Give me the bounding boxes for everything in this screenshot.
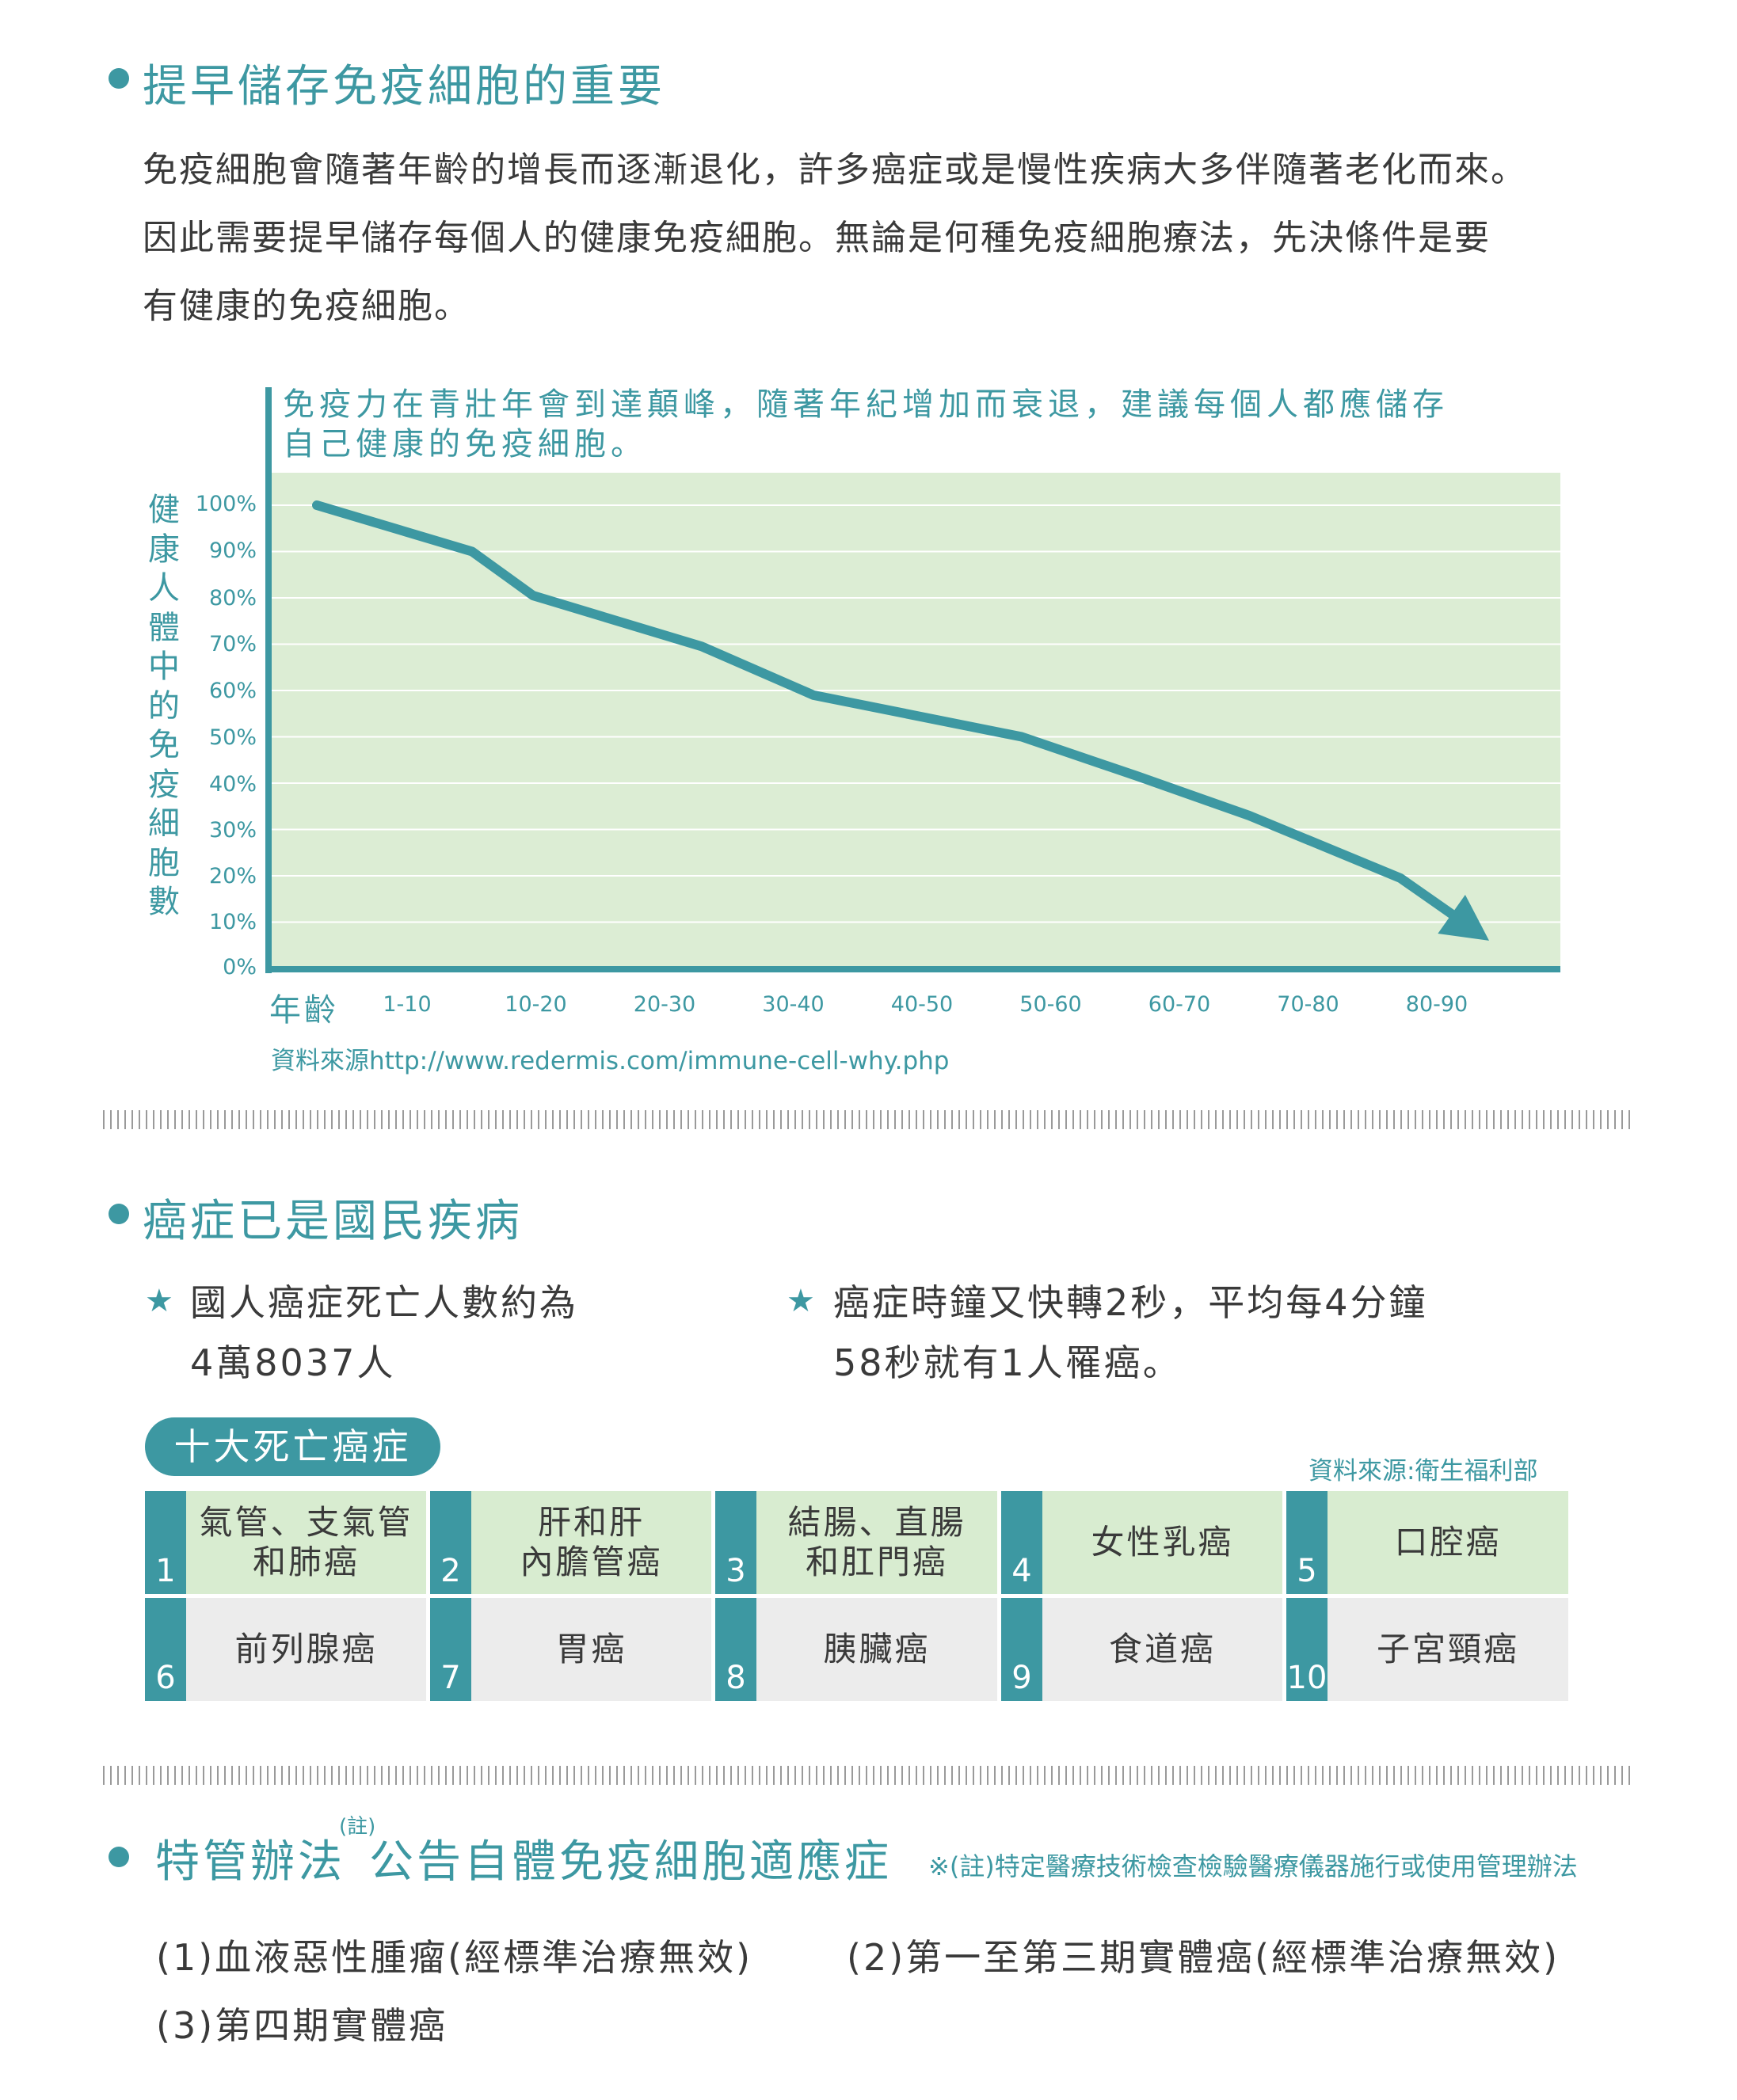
- cancer-cell: 8 胰臟癌: [715, 1598, 997, 1701]
- cancer-cell: 1 氣管、支氣管 和肺癌: [145, 1491, 426, 1594]
- cancer-rank: 6: [145, 1598, 186, 1701]
- cancer-cell: 5 口腔癌: [1286, 1491, 1568, 1594]
- indication-item: (2)第一至第三期實體癌(經標準治療無效): [847, 1929, 1560, 1981]
- section-bullet-dot: [109, 1204, 129, 1224]
- cancer-source: 資料來源:衛生福利部: [1308, 1451, 1537, 1486]
- cancer-name-line: 子宮頸癌: [1377, 1630, 1519, 1669]
- cancer-name-line: 肝和肝: [538, 1503, 645, 1543]
- x-tick-label: 1-10: [352, 992, 463, 1017]
- x-tick-label: 60-70: [1124, 992, 1235, 1017]
- cancer-rank: 10: [1286, 1598, 1328, 1701]
- cancer-rank: 9: [1001, 1598, 1042, 1701]
- cancer-name: 子宮頸癌: [1328, 1598, 1568, 1701]
- indication-item: (3)第四期實體癌: [156, 1997, 448, 2049]
- x-tick-label: 40-50: [867, 992, 977, 1017]
- cancer-rank: 5: [1286, 1491, 1328, 1594]
- chart-x-axis-label: 年齡: [269, 984, 339, 1030]
- cancer-name-line: 和肺癌: [253, 1543, 360, 1582]
- cancer-rank-number: 2: [430, 1553, 471, 1589]
- cancer-rank: 2: [430, 1491, 471, 1594]
- cancer-rank: 3: [715, 1491, 756, 1594]
- cancer-rank: 7: [430, 1598, 471, 1701]
- cancer-name: 女性乳癌: [1042, 1491, 1282, 1594]
- cancer-rank-number: 6: [145, 1660, 186, 1696]
- bullet-line: 58秒就有1人罹癌。: [833, 1333, 1428, 1393]
- cancer-name: 口腔癌: [1328, 1491, 1568, 1594]
- cancer-rank: 1: [145, 1491, 186, 1594]
- bullet-line: 國人癌症死亡人數約為: [190, 1273, 578, 1333]
- x-tick-label: 10-20: [481, 992, 592, 1017]
- cancer-rank-number: 9: [1001, 1660, 1042, 1696]
- cancer-cell: 3 結腸、直腸 和肛門癌: [715, 1491, 997, 1594]
- chart-source: 資料來源http://www.redermis.com/immune-cell-…: [271, 1040, 949, 1076]
- cancer-name: 肝和肝 內膽管癌: [471, 1491, 711, 1594]
- x-tick-label: 70-80: [1253, 992, 1364, 1017]
- section-heading-cancer: 癌症已是國民疾病: [143, 1185, 523, 1250]
- x-tick-label: 20-30: [609, 992, 720, 1017]
- cancer-rank-number: 1: [145, 1553, 186, 1589]
- section-bullet-dot: [109, 1847, 129, 1867]
- bullet-line: 癌症時鐘又快轉2秒，平均每4分鐘: [833, 1273, 1428, 1333]
- indication-item: (1)血液惡性腫瘤(經標準治療無效): [156, 1929, 752, 1981]
- cancer-cell: 6 前列腺癌: [145, 1598, 426, 1701]
- cancer-cell: 2 肝和肝 內膽管癌: [430, 1491, 711, 1594]
- cancer-rank-number: 4: [1001, 1553, 1042, 1589]
- cancer-rank: 4: [1001, 1491, 1042, 1594]
- cancer-rank-number: 10: [1286, 1660, 1328, 1696]
- star-icon: ★: [145, 1283, 173, 1319]
- x-tick-label: 30-40: [738, 992, 849, 1017]
- dotted-divider: [103, 1766, 1632, 1785]
- cancer-name-line: 口腔癌: [1394, 1523, 1501, 1562]
- cancer-cell: 7 胃癌: [430, 1598, 711, 1701]
- cancer-cell: 10 子宮頸癌: [1286, 1598, 1568, 1701]
- x-tick-label: 50-60: [996, 992, 1107, 1017]
- cancer-rank-number: 3: [715, 1553, 756, 1589]
- cancer-name-line: 胃癌: [555, 1630, 627, 1669]
- cancer-rank-number: 7: [430, 1660, 471, 1696]
- cancer-name-line: 內膽管癌: [520, 1543, 662, 1582]
- star-icon: ★: [787, 1283, 815, 1319]
- cancer-name: 胃癌: [471, 1598, 711, 1701]
- cancer-name-line: 女性乳癌: [1091, 1523, 1233, 1562]
- cancer-name-line: 結腸、直腸: [787, 1503, 966, 1543]
- cancer-rank-number: 8: [715, 1660, 756, 1696]
- bullet-cancer-clock: 癌症時鐘又快轉2秒，平均每4分鐘 58秒就有1人罹癌。: [833, 1273, 1428, 1393]
- cancer-name: 胰臟癌: [756, 1598, 997, 1701]
- cancer-name-line: 前列腺癌: [234, 1630, 377, 1669]
- cancer-name: 氣管、支氣管 和肺癌: [186, 1491, 426, 1594]
- bullet-line: 4萬8037人: [190, 1333, 578, 1393]
- line-chart: [0, 0, 1737, 1029]
- cancer-name: 結腸、直腸 和肛門癌: [756, 1491, 997, 1594]
- bullet-death-count: 國人癌症死亡人數約為 4萬8037人: [190, 1273, 578, 1393]
- cancer-rank: 8: [715, 1598, 756, 1701]
- top-ten-cancers-pill: 十大死亡癌症: [145, 1417, 440, 1476]
- section-heading-regulation-b: 公告自體免疫細胞適應症: [369, 1826, 892, 1890]
- cancer-name: 前列腺癌: [186, 1598, 426, 1701]
- cancer-name-line: 和肛門癌: [806, 1543, 948, 1582]
- cancer-name: 食道癌: [1042, 1598, 1282, 1701]
- footnote-note: ※(註)特定醫療技術檢查檢驗醫療儀器施行或使用管理辦法: [928, 1847, 1578, 1883]
- cancer-cell: 4 女性乳癌: [1001, 1491, 1282, 1594]
- cancer-cell: 9 食道癌: [1001, 1598, 1282, 1701]
- cancer-name-line: 食道癌: [1109, 1630, 1216, 1669]
- cancer-rank-number: 5: [1286, 1553, 1328, 1589]
- dotted-divider: [103, 1110, 1632, 1129]
- cancer-name-line: 氣管、支氣管: [199, 1503, 413, 1543]
- cancer-name-line: 胰臟癌: [823, 1630, 930, 1669]
- x-tick-label: 80-90: [1381, 992, 1492, 1017]
- section-heading-regulation-a: 特管辦法: [155, 1826, 345, 1890]
